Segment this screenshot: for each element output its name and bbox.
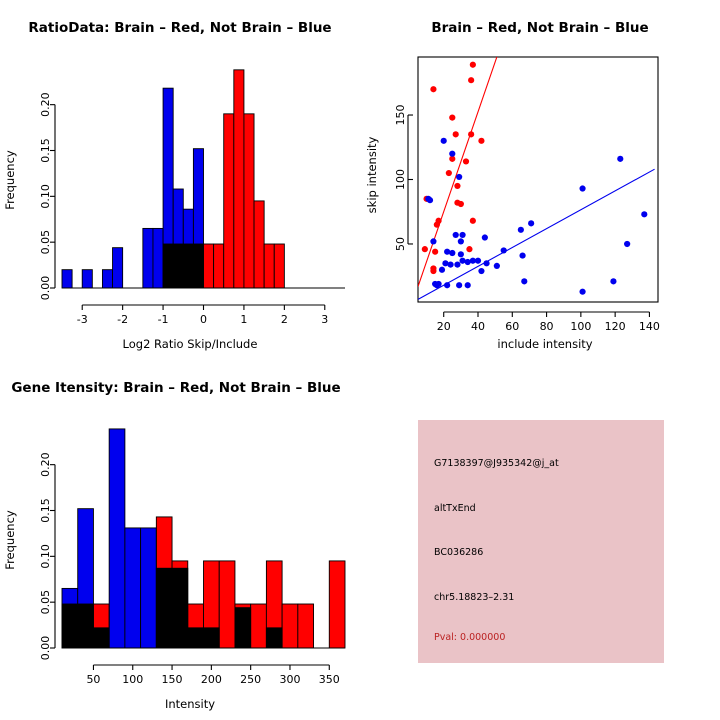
svg-text:50: 50 [86,673,100,686]
info-pval: Pval: 0.000000 [434,632,506,643]
svg-text:80: 80 [540,320,554,333]
svg-text:3: 3 [321,313,328,326]
ratio-histogram-title: RatioData: Brain – Red, Not Brain – Blue [28,20,331,36]
svg-text:0.10: 0.10 [39,184,52,209]
ratio-histogram-xaxis: -3 -2 -1 0 1 2 3 [77,304,328,326]
svg-text:40: 40 [471,320,485,333]
ratio-histogram-bars [61,69,345,289]
scatter-title: Brain – Red, Not Brain – Blue [431,20,648,36]
scatter-xlabel: include intensity [497,337,592,351]
svg-text:-2: -2 [117,313,128,326]
svg-text:1: 1 [240,313,247,326]
info-probe-id: G7138397@J935342@j_at [434,458,559,469]
svg-text:200: 200 [201,673,222,686]
gene-histogram-ylabel: Frequency [3,510,17,570]
svg-text:120: 120 [605,320,626,333]
svg-text:-1: -1 [158,313,169,326]
svg-text:150: 150 [394,105,407,126]
gene-histogram-xaxis: 50 100 150 200 250 300 350 [86,664,340,686]
info-locus: chr5.18823–2.31 [434,592,515,603]
info-accession: BC036286 [434,547,484,558]
gene-histogram-svg: Gene Itensity: Brain – Red, Not Brain – … [3,380,346,711]
gene-info-panel: G7138397@J935342@j_at altTxEnd BC036286 … [418,420,664,663]
panel-gene-histogram: Gene Itensity: Brain – Red, Not Brain – … [0,360,360,720]
gene-histogram-xlabel: Intensity [165,697,215,711]
svg-text:0.15: 0.15 [39,138,52,163]
scatter-svg: Brain – Red, Not Brain – Blue include in… [365,20,660,351]
scatter-points [421,61,648,295]
svg-text:0.20: 0.20 [39,452,52,477]
svg-text:-3: -3 [77,313,88,326]
svg-text:20: 20 [437,320,451,333]
panel-ratio-histogram: RatioData: Brain – Red, Not Brain – Blue… [0,0,360,360]
scatter-axes: 20 40 60 80 100 120 140 50 100 150 [394,105,660,333]
ratio-histogram-svg: RatioData: Brain – Red, Not Brain – Blue… [3,20,345,351]
scatter-ylabel: skip intensity [365,136,379,213]
svg-text:0.05: 0.05 [39,590,52,615]
ratio-histogram-xlabel: Log2 Ratio Skip/Include [123,337,258,351]
gene-histogram-title: Gene Itensity: Brain – Red, Not Brain – … [11,380,340,396]
gene-histogram-yaxis: 0.00 0.05 0.10 0.15 0.20 [39,452,56,661]
svg-text:0.20: 0.20 [39,92,52,117]
svg-text:100: 100 [570,320,591,333]
svg-text:0.00: 0.00 [39,636,52,661]
ratio-histogram-ylabel: Frequency [3,150,17,210]
svg-text:100: 100 [122,673,143,686]
svg-text:140: 140 [639,320,660,333]
svg-text:0.15: 0.15 [39,498,52,523]
svg-text:0.05: 0.05 [39,230,52,255]
svg-text:60: 60 [505,320,519,333]
ratio-histogram-yaxis: 0.00 0.05 0.10 0.15 0.20 [39,92,56,301]
svg-text:350: 350 [319,673,340,686]
scatter-fit-lines [418,57,655,300]
svg-text:0.10: 0.10 [39,544,52,569]
panel-scatter: Brain – Red, Not Brain – Blue include in… [360,0,720,360]
svg-text:100: 100 [394,169,407,190]
svg-text:50: 50 [394,237,407,251]
svg-text:300: 300 [279,673,300,686]
scatter-frame [417,56,659,303]
svg-text:250: 250 [240,673,261,686]
svg-text:0.00: 0.00 [39,276,52,301]
info-event-type: altTxEnd [434,503,476,514]
svg-text:150: 150 [162,673,183,686]
svg-text:0: 0 [200,313,207,326]
gene-histogram-bars [61,428,346,649]
svg-text:2: 2 [281,313,288,326]
